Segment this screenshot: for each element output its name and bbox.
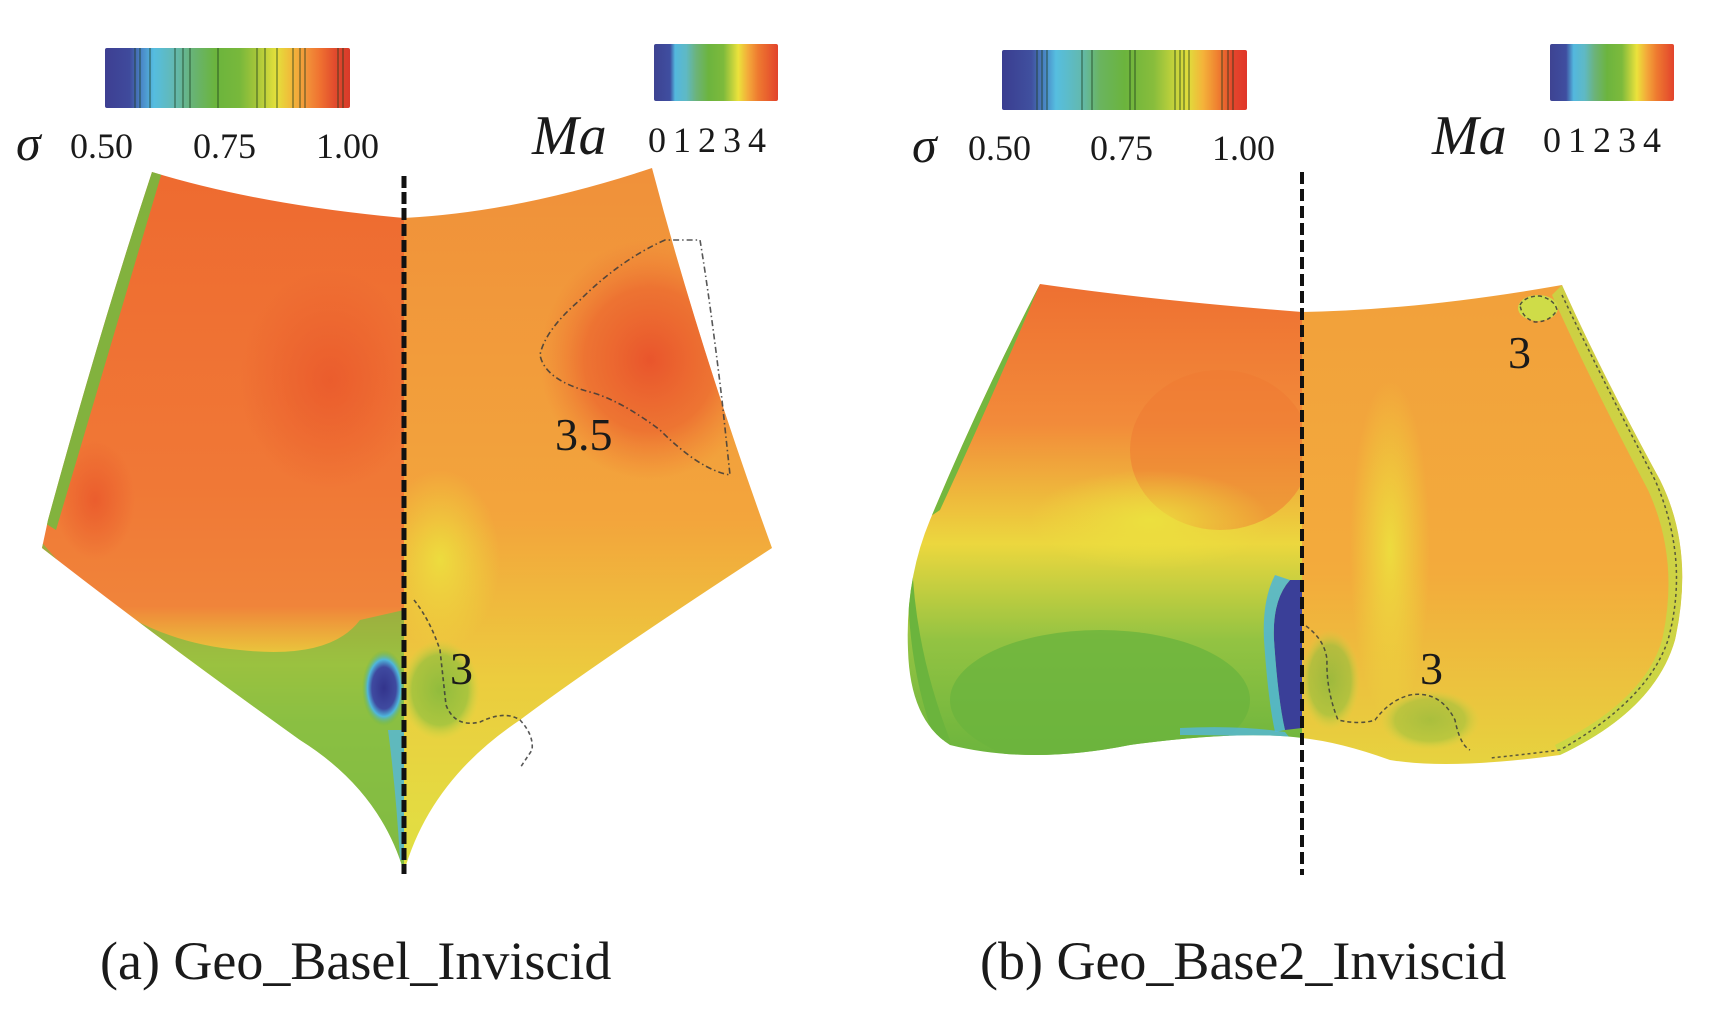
sigma-tick-b-1: 0.75 [1090, 128, 1153, 168]
contour-line-a-3.5 [539, 239, 731, 476]
panel-a-sigma-field [42, 172, 404, 872]
sigma-symbol-a: σ [16, 115, 41, 171]
ma-symbol-b: Ma [1432, 105, 1507, 167]
contour-label-a-3: 3 [450, 643, 473, 694]
contour-line-b-3-bottom [1305, 625, 1471, 751]
sigma-tick-a-0: 0.50 [70, 126, 133, 166]
ma-colorbar-a [654, 44, 778, 101]
contour-label-b-3-bottom: 3 [1420, 643, 1443, 694]
caption-panel-a: (a) Geo_Basel_Inviscid [100, 931, 612, 991]
sigma-tick-b-0: 0.50 [968, 128, 1031, 168]
contour-label-a-3.5: 3.5 [555, 409, 613, 460]
contour-line-a-3 [413, 599, 534, 769]
ma-colorbar-b [1550, 44, 1674, 101]
caption-panel-b: (b) Geo_Base2_Inviscid [980, 931, 1507, 991]
sigma-tick-a-2: 1.00 [316, 126, 379, 166]
sigma-tick-a-1: 0.75 [193, 126, 256, 166]
sigma-colorbar-a [105, 48, 350, 108]
contour-label-b-3-top: 3 [1508, 327, 1531, 378]
sigma-tick-b-2: 1.00 [1212, 128, 1275, 168]
ma-ticks-a: 0 1 2 3 4 [648, 120, 766, 160]
panel-b-mach-field [1302, 285, 1683, 764]
ma-symbol-a: Ma [532, 105, 607, 167]
ma-ticks-b: 0 1 2 3 4 [1543, 120, 1661, 160]
panel-b-sigma-field [907, 284, 1302, 755]
panel-a-mach-field [404, 168, 772, 872]
contour-line-b-3-top [1519, 295, 1558, 323]
sigma-colorbar-b [1002, 50, 1247, 110]
sigma-symbol-b: σ [912, 117, 937, 173]
